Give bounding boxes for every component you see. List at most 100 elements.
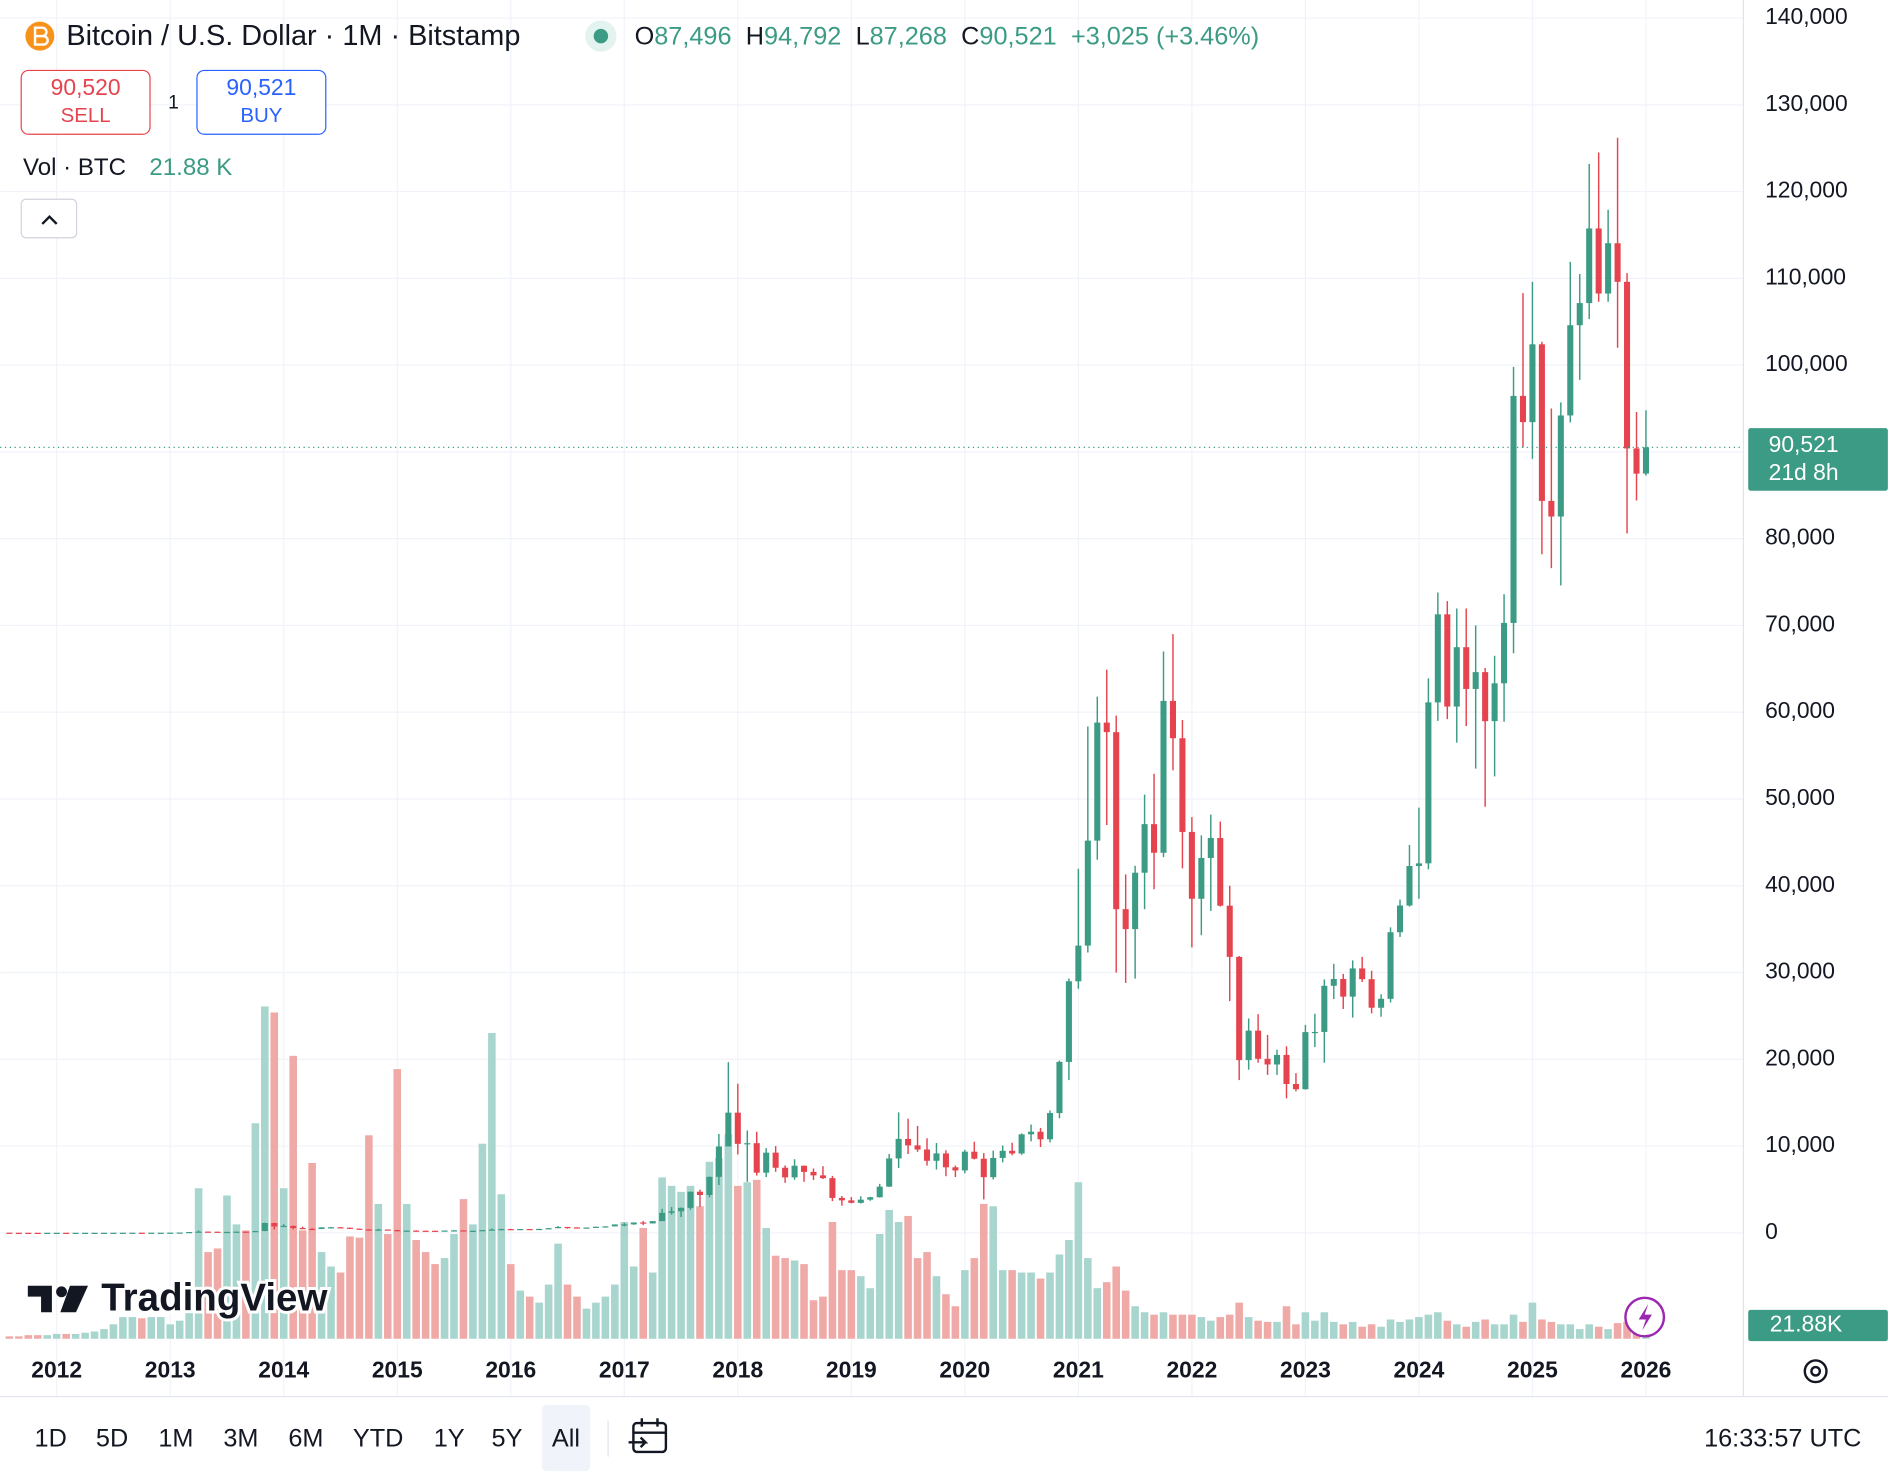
x-tick-label: 2012 [31,1356,82,1382]
volume-bar [1188,1314,1196,1339]
candle-body [15,1232,22,1234]
volume-bar [431,1264,439,1339]
market-status-dot [593,28,609,44]
volume-bar [563,1284,572,1339]
volume-bar [402,1203,411,1339]
goto-date-button[interactable] [628,1418,668,1454]
candle-body [961,1151,968,1171]
candle-body [678,1207,685,1212]
candle-body [999,1150,1006,1158]
volume-bar [894,1221,903,1339]
volume-bar [147,1317,156,1339]
candle-body [573,1227,581,1229]
candle-body [611,1224,618,1227]
range-button[interactable]: 3M [223,1425,258,1453]
range-active-bg [541,1404,591,1472]
candle-body [1491,683,1498,722]
candle-body [138,1232,145,1234]
candle-body [91,1232,98,1234]
candle-body [488,1229,495,1231]
candle-body [242,1231,249,1233]
volume-bar [1396,1321,1404,1339]
candle-body [1605,243,1612,294]
candle-body [271,1223,278,1227]
candle-body [801,1165,808,1172]
volume-bar [1405,1319,1414,1339]
volume-bar [62,1333,70,1339]
candle-body [1368,979,1375,1008]
candle-body [536,1228,543,1231]
volume-bar [1207,1320,1215,1339]
volume-bar [942,1294,950,1339]
candle-body [479,1230,486,1232]
volume-bar [866,1288,875,1339]
range-button[interactable]: 1M [158,1425,193,1453]
candle-body [602,1226,609,1228]
candle-body [838,1197,845,1201]
candle-body [1160,700,1167,853]
sell-button[interactable] [20,69,151,135]
volume-bar [100,1329,108,1339]
last-price-label: 90,521 [1769,431,1839,457]
volume-bar [33,1335,42,1339]
logo-mark [56,1286,67,1298]
volume-bar [223,1195,231,1339]
volume-bar [1623,1321,1631,1339]
volume-bar [317,1252,326,1339]
volume-bar [1159,1312,1168,1339]
volume-bar [525,1296,534,1339]
sell-price: 90,520 [51,74,121,100]
candle-body [971,1151,978,1159]
volume-bar [1008,1270,1016,1339]
candle-body [687,1191,694,1208]
volume-bar [516,1290,525,1339]
volume-bar [138,1318,146,1339]
btc-icon-glyph [33,26,49,46]
range-button[interactable]: 1D [35,1425,67,1453]
range-button[interactable]: 6M [288,1425,323,1453]
candle-body [1151,824,1158,853]
logo-text: TradingView [101,1276,328,1319]
candle-body [337,1227,344,1229]
volume-bar [1547,1321,1556,1339]
candle-body [176,1232,183,1234]
volume-bar [1036,1278,1045,1339]
buy-button[interactable] [196,69,327,135]
assistant-icon [1638,1303,1652,1331]
symbol-title[interactable]: Bitcoin / U.S. Dollar · 1M · Bitstamp [66,20,520,52]
candle-body [214,1231,221,1233]
volume-bar [185,1290,193,1339]
range-button[interactable]: YTD [353,1425,404,1453]
volume-bar [232,1224,241,1339]
candle-body [318,1227,325,1229]
volume-bar [1065,1240,1073,1339]
candle-body [517,1229,524,1231]
volume-bar [156,1317,165,1339]
candle-body [100,1232,108,1234]
candle-body [1103,722,1110,733]
volume-bar [790,1260,799,1339]
range-button[interactable]: 1Y [434,1425,465,1453]
range-button[interactable]: All [552,1425,580,1453]
volume-bar [611,1284,619,1339]
candle-body [1359,968,1366,980]
volume-bar [1566,1324,1575,1339]
volume-bar [1509,1314,1518,1339]
candle-body [1084,840,1091,946]
volume-bar [308,1162,316,1339]
volume-bar [1377,1326,1385,1339]
volume-bar [90,1331,99,1339]
volume-bar [686,1185,695,1339]
volume-bar [677,1191,685,1339]
x-tick-label: 2024 [1393,1356,1444,1382]
volume-bar [800,1264,808,1339]
settings-icon [1810,1365,1822,1377]
candle-body [1292,1084,1299,1090]
y-tick-label: 20,000 [1765,1044,1835,1070]
settings-button[interactable] [1803,1359,1828,1384]
volume-bar [819,1296,827,1339]
candle-body [1028,1131,1035,1135]
range-button[interactable]: 5D [96,1425,128,1453]
range-button[interactable]: 5Y [492,1425,523,1453]
